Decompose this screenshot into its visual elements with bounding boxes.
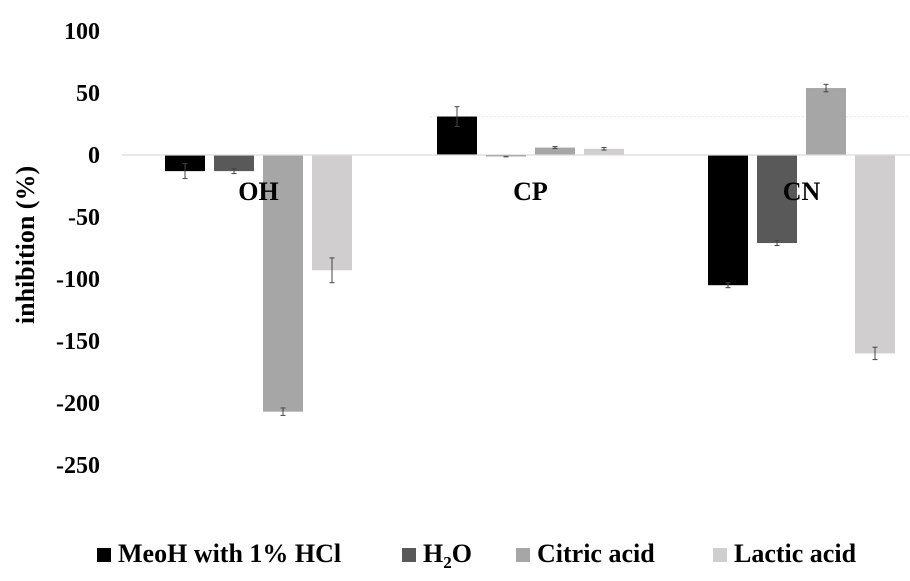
y-tick-label: -200 — [56, 391, 100, 417]
legend-label: Citric acid — [537, 539, 655, 568]
category-label-oh: OH — [238, 177, 278, 206]
error-bars — [182, 83, 878, 416]
category-labels: OH CP CN — [238, 177, 820, 206]
legend-swatch — [516, 548, 530, 562]
y-tick-labels: 100 50 0 -50 -100 -150 -200 -250 — [56, 19, 100, 479]
bar-h2o-oh — [214, 155, 254, 172]
y-tick-label: -150 — [56, 329, 100, 355]
legend-label: H2O — [423, 539, 472, 572]
legend-swatch — [97, 548, 111, 562]
bar-citric-acid-cn — [806, 88, 846, 155]
legend-swatch — [713, 548, 727, 562]
category-label-cn: CN — [783, 177, 821, 206]
legend-item: MeoH with 1% HCl — [97, 539, 341, 568]
legend-swatch — [402, 548, 416, 562]
legend-item: H2O — [402, 539, 472, 572]
bar-lactic-acid-cp — [584, 148, 624, 155]
bar-citric-acid-oh — [263, 155, 303, 412]
legend: MeoH with 1% HCl H2O Citric acid Lactic aci… — [97, 539, 857, 572]
bar-meoh-with-1-hcl-cn — [708, 155, 748, 286]
category-label-cp: CP — [513, 177, 548, 206]
y-axis-title: inhibition (%) — [11, 166, 40, 324]
y-tick-label: -100 — [56, 267, 100, 293]
legend-label: MeoH with 1% HCl — [118, 539, 341, 568]
y-tick-label: 0 — [88, 143, 100, 169]
bar-meoh-with-1-hcl-oh — [165, 155, 205, 172]
bar-citric-acid-cp — [535, 147, 575, 155]
bars — [165, 88, 895, 412]
legend-item: Lactic acid — [713, 539, 857, 568]
legend-item: Citric acid — [516, 539, 655, 568]
y-tick-label: -50 — [68, 205, 100, 231]
y-tick-label: 100 — [64, 19, 100, 45]
bar-lactic-acid-cn — [855, 155, 895, 354]
bar-lactic-acid-oh — [312, 155, 352, 271]
legend-label: Lactic acid — [734, 539, 857, 568]
y-tick-label: 50 — [76, 81, 100, 107]
y-tick-label: -250 — [56, 453, 100, 479]
bar-h2o-cn — [757, 155, 797, 244]
